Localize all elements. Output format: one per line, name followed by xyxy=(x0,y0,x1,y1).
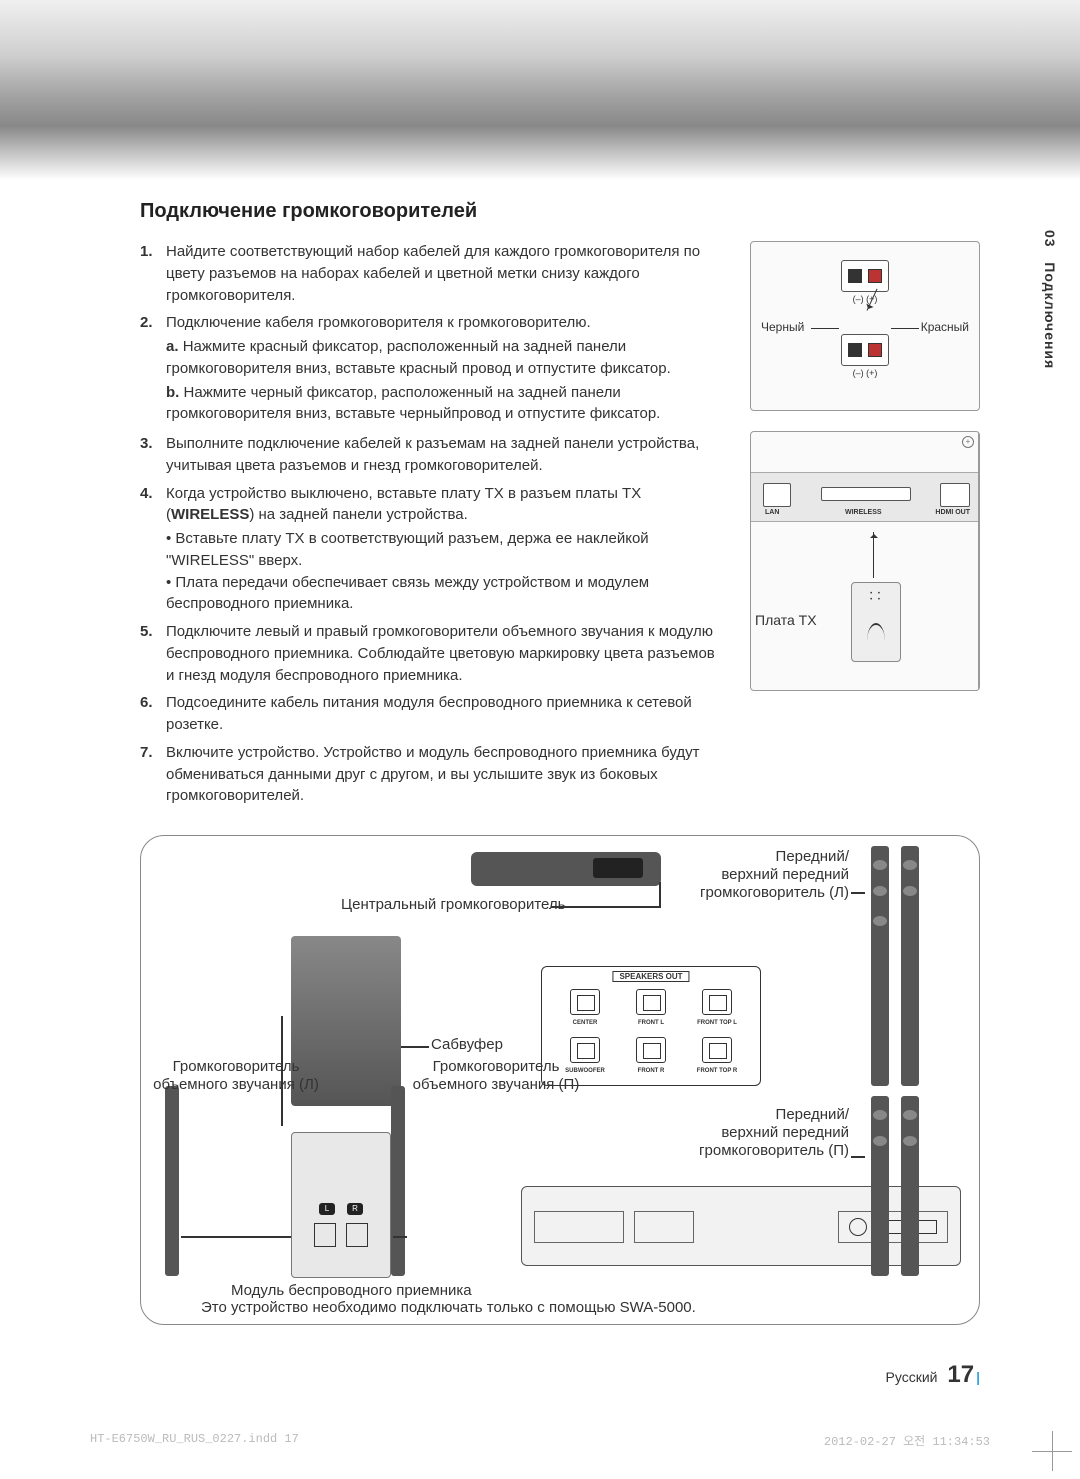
print-stamp: 2012-02-27 오전 11:34:53 xyxy=(824,1432,990,1449)
step-2a: Нажмите красный фиксатор, расположенный … xyxy=(166,338,671,377)
terminal-figure: (–) (+) Черный Красный (–) (+) xyxy=(750,241,980,411)
page-heading: Подключение громкоговорителей xyxy=(140,200,980,223)
tx-card-figure: + LAN WIRELESS HDMI OUT • •• • Плат xyxy=(750,431,980,691)
steps-list: Найдите соответствующий набор кабелей дл… xyxy=(140,241,726,807)
footer-lang: Русский xyxy=(886,1369,938,1385)
print-file: HT-E6750W_RU_RUS_0227.indd 17 xyxy=(90,1432,299,1449)
step-7: Включите устройство. Устройство и модуль… xyxy=(166,742,726,807)
surround-right-label: Громкоговоритель объемного звучания (П) xyxy=(411,1058,581,1094)
main-unit-icon xyxy=(471,852,661,886)
connection-diagram: Центральный громкоговоритель Передний/ в… xyxy=(140,835,980,1325)
footer-page: 17 xyxy=(947,1361,974,1388)
step-1: Найдите соответствующий набор кабелей дл… xyxy=(166,241,726,306)
front-left-label: Передний/ верхний передний громкоговорит… xyxy=(700,848,849,902)
center-speaker-label: Центральный громкоговоритель xyxy=(341,896,565,914)
step-4: Когда устройство выключено, вставьте пла… xyxy=(166,485,641,524)
step-2b: Нажмите черный фиксатор, расположенный н… xyxy=(166,384,660,423)
header-gradient xyxy=(0,0,1080,180)
wireless-module-icon: LR xyxy=(291,1132,391,1278)
step-2: Подключение кабеля громкоговорителя к гр… xyxy=(166,314,591,331)
print-metadata: HT-E6750W_RU_RUS_0227.indd 17 2012-02-27… xyxy=(0,1432,1080,1449)
step-4-bullet-2: Плата передачи обеспечивает связь между … xyxy=(166,572,726,616)
port-wireless-label: WIRELESS xyxy=(845,509,882,516)
red-label: Красный xyxy=(921,320,969,334)
polarity-bot: (–) (+) xyxy=(840,368,890,378)
black-label: Черный xyxy=(761,320,804,334)
step-2a-label: a. xyxy=(166,338,179,355)
screw-icon: + xyxy=(962,436,974,448)
step-6: Подсоедините кабель питания модуля беспр… xyxy=(166,692,726,736)
lower-panel xyxy=(521,1186,961,1266)
surround-left-label: Громкоговоритель объемного звучания (Л) xyxy=(151,1058,321,1094)
diagram-footnote: Это устройство необходимо подключать тол… xyxy=(141,1299,979,1316)
page-footer: Русский 17| xyxy=(886,1361,980,1389)
tx-card-icon: • •• • xyxy=(851,582,901,662)
subwoofer-label: Сабвуфер xyxy=(431,1036,503,1054)
step-4-bullet-1: Вставьте плату TX в соответствующий разъ… xyxy=(166,528,726,572)
port-lan-label: LAN xyxy=(765,509,779,516)
crop-mark-icon xyxy=(1032,1431,1072,1471)
step-5: Подключите левый и правый громкоговорите… xyxy=(166,621,726,686)
panel-header: SPEAKERS OUT xyxy=(612,971,689,982)
port-hdmi-label: HDMI OUT xyxy=(935,509,970,516)
tx-card-label: Плата TX xyxy=(755,612,817,628)
wireless-module-label: Модуль беспроводного приемника xyxy=(231,1282,472,1300)
front-right-label: Передний/ верхний передний громкоговорит… xyxy=(699,1106,849,1160)
step-2b-label: b. xyxy=(166,384,179,401)
step-3: Выполните подключение кабелей к разъемам… xyxy=(166,433,726,477)
